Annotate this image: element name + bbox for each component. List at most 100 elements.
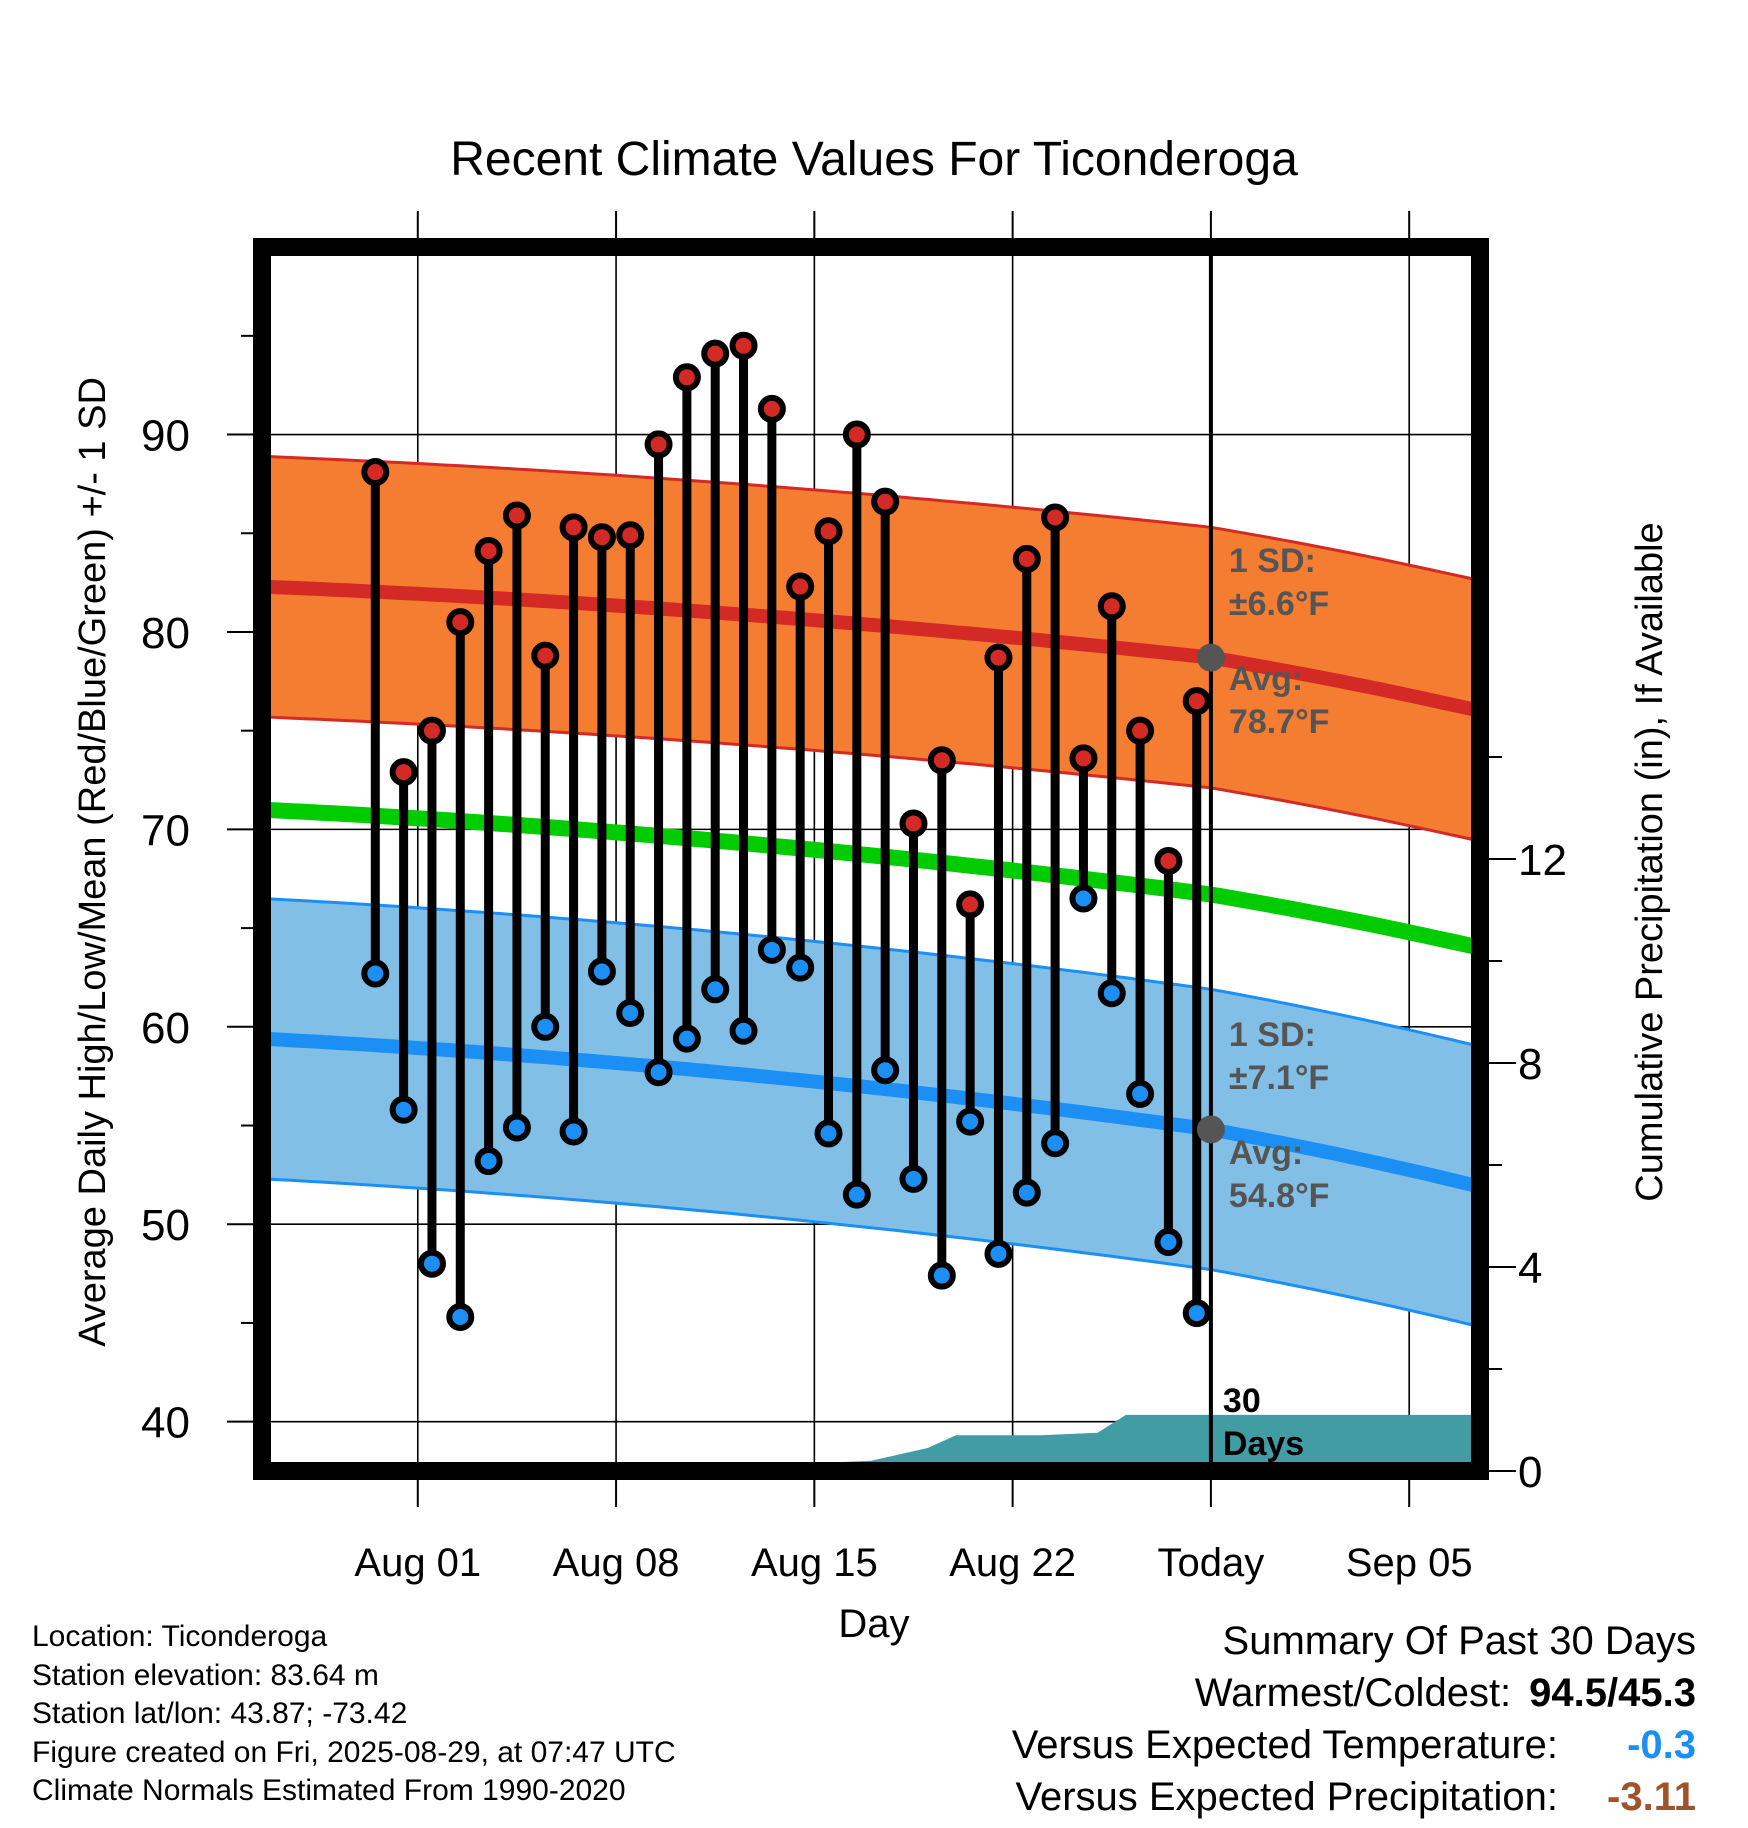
daily-high-marker xyxy=(389,758,418,787)
daily-high-marker xyxy=(899,809,928,838)
daily-high-marker xyxy=(701,339,730,368)
daily-low-marker xyxy=(1012,1178,1041,1207)
x-tick-label: Aug 15 xyxy=(751,1541,878,1585)
daily-high-marker xyxy=(1041,503,1070,532)
y-tick-label: 70 xyxy=(141,806,190,855)
daily-low-marker xyxy=(389,1095,418,1124)
axes: 40 50 60 70 80 90 0 4 8 12 Aug 01 Aug 08 Aug 15 Aug 2… xyxy=(141,211,1567,1585)
y-tick-label: 50 xyxy=(141,1201,190,1250)
daily-low-marker xyxy=(446,1303,475,1332)
precip-area xyxy=(757,1414,1480,1471)
normals-text: Climate Normals Estimated From 1990-2020 xyxy=(32,1774,626,1807)
daily-low-marker xyxy=(644,1058,673,1087)
x-tick-label: Today xyxy=(1158,1541,1265,1585)
daily-low-marker xyxy=(672,1024,701,1053)
low-avg-annotation: Avg: xyxy=(1229,1134,1303,1172)
y2-tick-label: 0 xyxy=(1518,1448,1542,1497)
daily-low-marker xyxy=(474,1147,503,1176)
daily-high-marker xyxy=(757,394,786,423)
y-tick-label: 60 xyxy=(141,1004,190,1053)
daily-low-marker xyxy=(984,1239,1013,1268)
high-sd-annotation: ±6.6°F xyxy=(1229,585,1329,623)
x-tick-label: Sep 05 xyxy=(1346,1541,1473,1585)
normal-high-line xyxy=(262,579,1480,718)
daily-high-marker xyxy=(984,643,1013,672)
daily-high-marker xyxy=(1154,846,1183,875)
y2-tick-label: 4 xyxy=(1518,1244,1542,1293)
daily-high-marker xyxy=(1182,687,1211,716)
warm-value: 94.5/45.3 xyxy=(1529,1671,1696,1715)
window-annotation: Days xyxy=(1223,1425,1304,1463)
daily-high-marker xyxy=(1012,544,1041,573)
daily-low-marker xyxy=(531,1012,560,1041)
daily-low-marker xyxy=(616,998,645,1027)
low-sd-band xyxy=(262,898,1480,1327)
annotations: 1 SD: ±6.6°F Avg: 78.7°F 1 SD: ±7.1°F Avg: 54.8… xyxy=(1196,542,1330,1463)
daily-low-marker xyxy=(1041,1129,1070,1158)
daily-low-marker xyxy=(956,1107,985,1136)
low-sd-annotation: 1 SD: xyxy=(1229,1016,1316,1054)
location-text: Location: Ticonderoga xyxy=(32,1620,328,1653)
created-text: Figure created on Fri, 2025-08-29, at 07… xyxy=(32,1735,676,1769)
daily-high-marker xyxy=(1126,716,1155,745)
station-info: Location: Ticonderoga Station elevation:… xyxy=(32,1618,676,1811)
x-tick-label: Aug 08 xyxy=(553,1541,680,1585)
temp-label: Versus Expected Temperature: xyxy=(1011,1723,1558,1767)
daily-high-marker xyxy=(361,458,390,487)
daily-high-marker xyxy=(474,537,503,566)
daily-high-marker xyxy=(1097,592,1126,621)
daily-low-marker xyxy=(701,975,730,1004)
today-low-avg-point xyxy=(1196,1115,1225,1144)
daily-high-marker xyxy=(729,331,758,360)
y2-tick-label: 12 xyxy=(1518,836,1567,885)
plot-frame xyxy=(253,238,1489,1480)
daily-high-marker xyxy=(531,641,560,670)
x-tick-label: Aug 01 xyxy=(354,1541,481,1585)
daily-high-marker xyxy=(927,746,956,775)
y-tick-label: 40 xyxy=(141,1399,190,1448)
y2-axis-label: Cumulative Precipitation (in), If Availa… xyxy=(1629,522,1671,1201)
daily-high-marker xyxy=(786,572,815,601)
daily-low-marker xyxy=(587,957,616,986)
high-avg-annotation: 78.7°F xyxy=(1229,703,1330,741)
low-sd-annotation: ±7.1°F xyxy=(1229,1059,1329,1097)
daily-high-marker xyxy=(446,608,475,637)
summary-temp-row: Versus Expected Temperature: -0.3 xyxy=(1012,1719,1696,1771)
daily-high-marker xyxy=(871,487,900,516)
daily-low-marker xyxy=(1182,1299,1211,1328)
chart-title: Recent Climate Values For Ticonderoga xyxy=(450,133,1298,186)
daily-high-marker xyxy=(814,517,843,546)
window-annotation: 30 xyxy=(1223,1382,1261,1420)
high-avg-annotation: Avg: xyxy=(1229,660,1303,698)
y-tick-label: 90 xyxy=(141,412,190,461)
precip-value: -3.11 xyxy=(1607,1775,1696,1819)
high-sd-band xyxy=(262,456,1480,842)
daily-low-marker xyxy=(361,959,390,988)
daily-high-marker xyxy=(616,521,645,550)
daily-low-marker xyxy=(927,1261,956,1290)
daily-low-marker xyxy=(1154,1227,1183,1256)
warm-label: Warmest/Coldest: xyxy=(1194,1671,1512,1715)
normal-mean-line xyxy=(262,801,1480,956)
daily-high-marker xyxy=(644,430,673,459)
plot-area xyxy=(262,247,1480,1471)
daily-low-marker xyxy=(757,935,786,964)
y-tick-label: 80 xyxy=(141,609,190,658)
daily-high-marker xyxy=(417,716,446,745)
precip-label: Versus Expected Precipitation: xyxy=(1015,1775,1558,1819)
latlon-text: Station lat/lon: 43.87; -73.42 xyxy=(32,1697,408,1730)
daily-high-marker xyxy=(587,523,616,552)
daily-high-marker xyxy=(672,363,701,392)
elevation-text: Station elevation: 83.64 m xyxy=(32,1658,379,1692)
daily-low-marker xyxy=(502,1113,531,1142)
y2-tick-label: 8 xyxy=(1518,1040,1542,1089)
normal-low-line xyxy=(262,1031,1480,1194)
daily-markers xyxy=(361,331,1211,1332)
x-axis-label: Day xyxy=(838,1602,909,1646)
daily-low-marker xyxy=(814,1119,843,1148)
y-axis-label: Average Daily High/Low/Mean (Red/Blue/Gr… xyxy=(72,377,114,1347)
daily-high-marker xyxy=(502,501,531,530)
summary-panel: Summary Of Past 30 Days Warmest/Coldest:… xyxy=(1012,1615,1696,1823)
daily-high-marker xyxy=(559,513,588,542)
